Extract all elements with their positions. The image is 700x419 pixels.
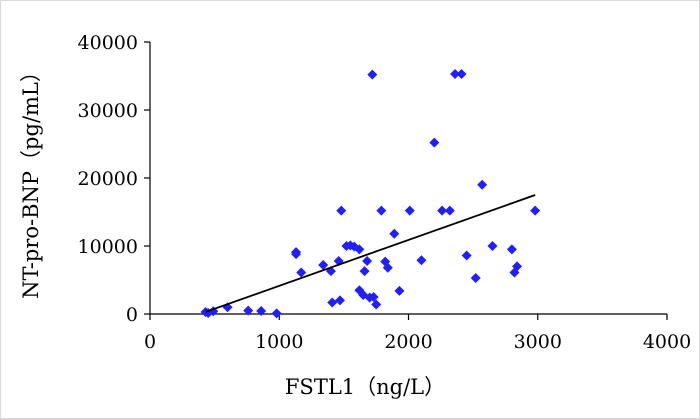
y-tick-label: 20000 (78, 168, 138, 190)
trendline (205, 194, 536, 313)
y-tick-label: 40000 (78, 32, 138, 54)
data-point (359, 266, 370, 277)
trendline-group (205, 194, 536, 313)
data-point (296, 267, 307, 278)
x-tick-label: 3000 (514, 331, 562, 353)
data-point (291, 247, 302, 258)
data-point (243, 305, 254, 316)
data-point (470, 272, 481, 283)
data-point (512, 261, 523, 272)
data-point (367, 69, 378, 80)
data-point (362, 255, 373, 266)
axes (149, 42, 667, 315)
data-point (404, 205, 415, 216)
data-point (256, 305, 267, 316)
data-point (271, 308, 282, 319)
y-tick-label: 30000 (78, 100, 138, 122)
data-point (456, 68, 467, 79)
data-point (354, 244, 365, 255)
y-axis-label: NT-pro-BNP（pg/mL） (19, 61, 43, 299)
data-point (444, 205, 455, 216)
data-point (371, 299, 382, 310)
data-point (327, 297, 338, 308)
data-point (368, 292, 379, 302)
data-point (477, 179, 488, 190)
data-point (437, 205, 448, 216)
x-tick-label: 0 (144, 331, 156, 353)
x-tick-label: 4000 (643, 331, 691, 353)
data-points (200, 68, 541, 319)
data-point (376, 205, 387, 216)
y-tick-label: 10000 (78, 236, 138, 258)
x-tick-label: 1000 (255, 331, 303, 353)
data-point (394, 285, 405, 296)
data-point (461, 250, 472, 261)
data-point (487, 241, 498, 251)
y-tick-label: 0 (126, 304, 138, 326)
data-point (334, 295, 345, 306)
x-tick-label: 2000 (384, 331, 432, 353)
data-point (530, 205, 541, 216)
x-axis-label: FSTL1（ng/L） (285, 375, 445, 399)
data-point (389, 228, 400, 239)
data-point (429, 137, 440, 148)
data-point (450, 68, 461, 79)
data-point (382, 262, 393, 273)
data-point (318, 260, 329, 271)
data-point (336, 205, 347, 216)
data-point (416, 255, 427, 266)
data-point (506, 244, 517, 255)
